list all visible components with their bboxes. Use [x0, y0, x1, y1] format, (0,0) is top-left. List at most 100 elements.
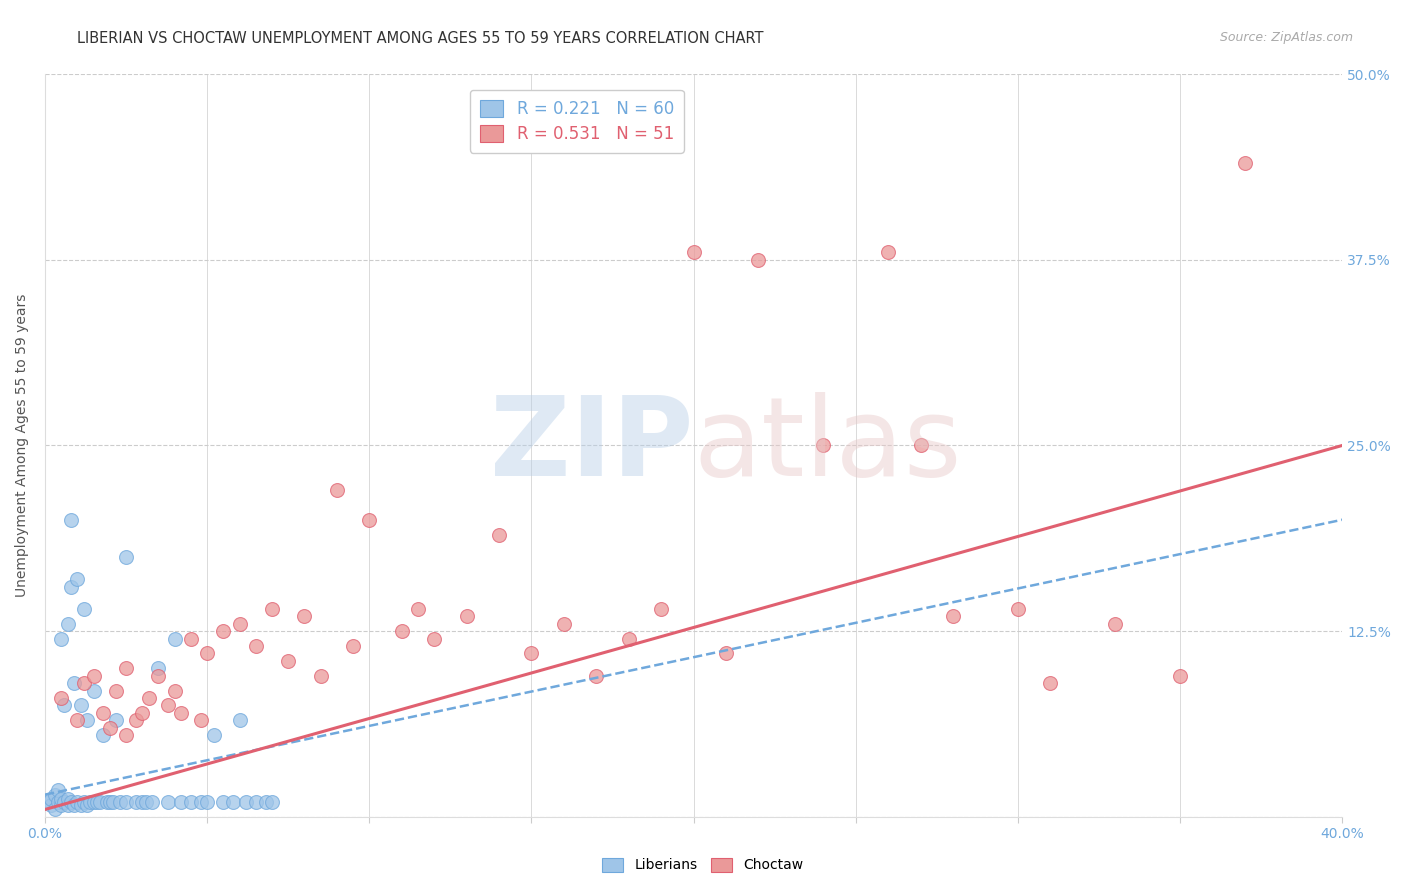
Point [83, 683, 105, 698]
Point [98, 721, 121, 735]
Point [51, 691, 73, 706]
Point [41, 797, 63, 812]
Point [69, 797, 91, 812]
Point [170, 795, 193, 809]
Point [105, 714, 128, 728]
Point [157, 698, 180, 713]
Point [1007, 602, 1029, 616]
Point [212, 624, 235, 639]
Point [488, 527, 510, 541]
Legend: R = 0.221   N = 60, R = 0.531   N = 51: R = 0.221 N = 60, R = 0.531 N = 51 [470, 90, 683, 153]
Point [83, 795, 105, 809]
Point [190, 795, 212, 809]
Point [56, 797, 79, 812]
Point [309, 669, 332, 683]
Point [260, 602, 283, 616]
Point [553, 616, 575, 631]
Point [520, 647, 543, 661]
Point [83, 669, 105, 683]
Point [53, 698, 76, 713]
Point [747, 252, 769, 267]
Point [877, 245, 900, 260]
Point [89, 795, 111, 809]
Point [714, 647, 737, 661]
Point [423, 632, 446, 646]
Point [73, 602, 96, 616]
Point [131, 706, 153, 720]
Point [202, 728, 225, 742]
Point [195, 795, 218, 809]
Point [59, 513, 82, 527]
Point [195, 647, 218, 661]
Point [37, 795, 59, 809]
Point [105, 683, 128, 698]
Point [79, 795, 101, 809]
Point [66, 795, 89, 809]
Point [228, 616, 250, 631]
Point [170, 706, 193, 720]
Point [254, 795, 277, 809]
Point [115, 728, 138, 742]
Point [56, 792, 79, 806]
Point [98, 795, 121, 809]
Text: atlas: atlas [693, 392, 962, 499]
Point [76, 714, 98, 728]
Legend: Liberians, Choctaw: Liberians, Choctaw [598, 852, 808, 878]
Point [51, 792, 73, 806]
Point [101, 795, 124, 809]
Point [222, 795, 245, 809]
Point [585, 669, 607, 683]
Point [59, 795, 82, 809]
Point [157, 795, 180, 809]
Point [406, 602, 429, 616]
Point [108, 795, 131, 809]
Point [682, 245, 704, 260]
Point [46, 783, 69, 797]
Point [51, 632, 73, 646]
Point [86, 795, 108, 809]
Point [134, 795, 156, 809]
Point [96, 795, 118, 809]
Point [131, 795, 153, 809]
Point [942, 609, 965, 624]
Point [115, 795, 138, 809]
Point [125, 714, 148, 728]
Point [138, 691, 160, 706]
Point [1104, 616, 1126, 631]
Point [51, 797, 73, 812]
Point [148, 661, 170, 675]
Point [125, 795, 148, 809]
Point [56, 616, 79, 631]
Point [391, 624, 413, 639]
Point [63, 797, 86, 812]
Point [326, 483, 349, 497]
Point [1168, 669, 1191, 683]
Point [115, 661, 138, 675]
Point [73, 795, 96, 809]
Point [456, 609, 478, 624]
Point [76, 797, 98, 812]
Point [260, 795, 283, 809]
Point [66, 714, 89, 728]
Point [212, 795, 235, 809]
Point [294, 609, 316, 624]
Point [69, 698, 91, 713]
Point [93, 728, 115, 742]
Text: ZIP: ZIP [491, 392, 693, 499]
Point [53, 795, 76, 809]
Text: LIBERIAN VS CHOCTAW UNEMPLOYMENT AMONG AGES 55 TO 59 YEARS CORRELATION CHART: LIBERIAN VS CHOCTAW UNEMPLOYMENT AMONG A… [77, 31, 763, 46]
Point [44, 788, 66, 802]
Point [650, 602, 672, 616]
Point [44, 802, 66, 816]
Point [277, 654, 299, 668]
Point [63, 676, 86, 690]
Point [66, 572, 89, 586]
Point [617, 632, 640, 646]
Point [46, 795, 69, 809]
Point [1233, 156, 1256, 170]
Point [180, 795, 202, 809]
Point [359, 513, 381, 527]
Point [93, 706, 115, 720]
Point [148, 669, 170, 683]
Point [910, 438, 932, 452]
